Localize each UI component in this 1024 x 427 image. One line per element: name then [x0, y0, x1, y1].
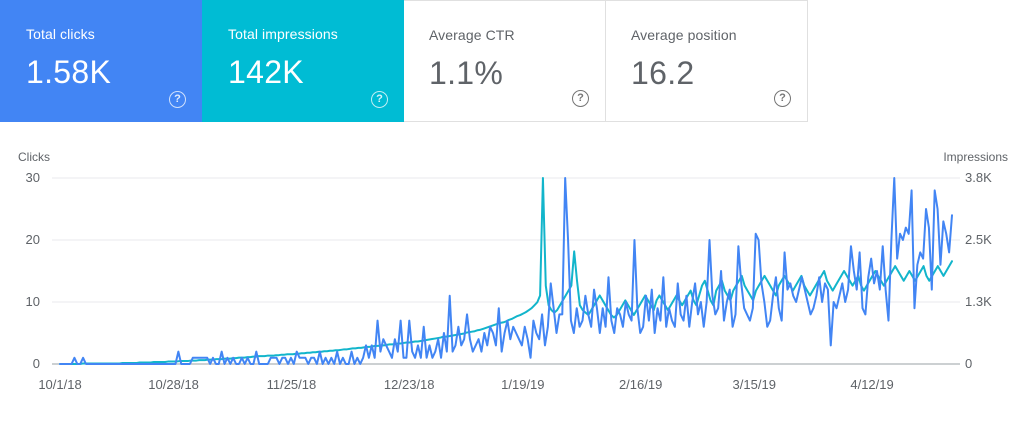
chart-svg: Clicks Impressions 0 10 20 30 0 1.3K 2.5K 3.8K… — [18, 150, 1008, 392]
y-left-tick-label: 10 — [26, 294, 40, 309]
help-icon[interactable]: ? — [169, 91, 186, 108]
average-ctr-label: Average CTR — [429, 27, 515, 43]
total-clicks-label: Total clicks — [26, 26, 95, 42]
average-position-value: 16.2 — [631, 55, 695, 91]
y-left-tick-label: 30 — [26, 170, 40, 185]
y-left-tick-label: 0 — [33, 356, 40, 371]
series-lines — [59, 177, 953, 365]
y-right-tick-label: 2.5K — [965, 232, 992, 247]
x-tick-label: 10/1/18 — [38, 377, 81, 392]
x-tick-label: 2/16/19 — [619, 377, 662, 392]
impressions-line — [59, 177, 953, 365]
y-right-tick-label: 1.3K — [965, 294, 992, 309]
help-icon[interactable]: ? — [774, 90, 791, 107]
y-left-tick-label: 20 — [26, 232, 40, 247]
total-impressions-label: Total impressions — [228, 26, 338, 42]
y-right-tick-label: 3.8K — [965, 170, 992, 185]
x-tick-label: 12/23/18 — [384, 377, 435, 392]
average-position-card[interactable]: Average position 16.2 ? — [606, 0, 808, 122]
x-tick-label: 1/19/19 — [501, 377, 544, 392]
y-right-tick-label: 0 — [965, 356, 972, 371]
help-icon[interactable]: ? — [371, 91, 388, 108]
average-ctr-value: 1.1% — [429, 55, 504, 91]
total-clicks-value: 1.58K — [26, 54, 112, 90]
x-tick-label: 3/15/19 — [733, 377, 776, 392]
x-tick-label: 10/28/18 — [148, 377, 199, 392]
average-ctr-card[interactable]: Average CTR 1.1% ? — [404, 0, 606, 122]
y-axis-right-label: Impressions — [943, 150, 1008, 164]
average-position-label: Average position — [631, 27, 737, 43]
metric-cards: Total clicks 1.58K ? Total impressions 1… — [0, 0, 808, 122]
y-axis-right-ticks: 0 1.3K 2.5K 3.8K — [965, 170, 992, 371]
y-axis-left-ticks: 0 10 20 30 — [26, 170, 40, 371]
total-impressions-value: 142K — [228, 54, 304, 90]
total-clicks-card[interactable]: Total clicks 1.58K ? — [0, 0, 202, 122]
x-tick-label: 4/12/19 — [850, 377, 893, 392]
total-impressions-card[interactable]: Total impressions 142K ? — [202, 0, 404, 122]
x-tick-label: 11/25/18 — [267, 377, 317, 392]
y-axis-left-label: Clicks — [18, 150, 50, 164]
help-icon[interactable]: ? — [572, 90, 589, 107]
clicks-line — [59, 177, 953, 365]
x-axis-ticks: 10/1/18 10/28/18 11/25/18 12/23/18 1/19/19 2/… — [38, 377, 893, 392]
performance-chart: Clicks Impressions 0 10 20 30 0 1.3K 2.5K 3.8K… — [0, 140, 1024, 422]
